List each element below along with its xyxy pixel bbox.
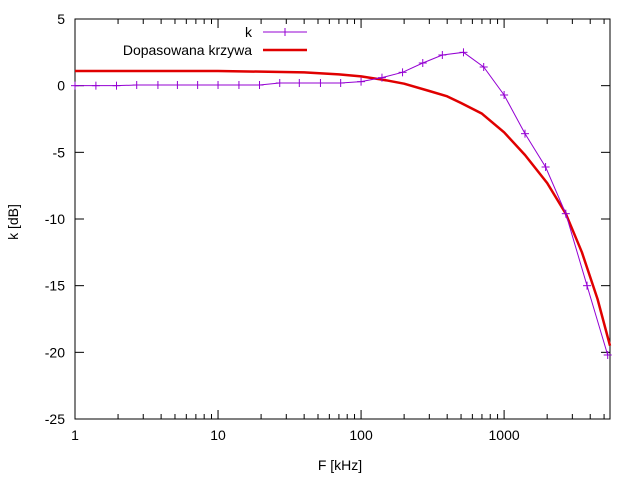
data-point-k: [479, 63, 488, 71]
data-point-k: [561, 209, 570, 218]
data-point-k: [132, 81, 141, 89]
series-layer: [71, 48, 612, 359]
x-tick-label: 100: [349, 427, 373, 443]
legend-label-k: k: [245, 24, 253, 40]
y-tick-label: -10: [45, 211, 65, 227]
x-tick-label: 10: [210, 427, 226, 443]
data-point-k: [234, 81, 243, 89]
data-point-k: [357, 77, 366, 86]
data-point-k: [316, 79, 325, 87]
y-tick-label: -5: [53, 144, 66, 160]
data-point-k: [71, 81, 79, 90]
y-tick-label: 5: [57, 11, 65, 27]
data-point-k: [500, 91, 509, 99]
data-point-k: [398, 68, 407, 77]
data-point-k: [603, 351, 612, 359]
y-axis-label: k [dB]: [5, 204, 21, 240]
data-point-k: [377, 73, 386, 82]
y-tick-label: -15: [45, 278, 65, 294]
data-point-k: [112, 81, 121, 90]
series-line-dopasowana-krzywa: [75, 69, 612, 346]
data-point-k: [541, 163, 550, 171]
data-point-k: [193, 81, 202, 89]
data-point-k: [438, 51, 447, 59]
plot-frame: [74, 18, 611, 420]
ticks: [74, 18, 610, 420]
data-point-k: [275, 79, 284, 87]
data-point-k: [295, 79, 304, 87]
x-tick-label: 1: [71, 427, 79, 443]
data-point-k: [153, 81, 162, 89]
y-tick-label: -25: [45, 411, 65, 427]
data-point-k: [459, 48, 468, 57]
series-line-k: [75, 51, 609, 356]
y-tick-label: -20: [45, 344, 65, 360]
data-point-k: [173, 81, 182, 89]
legend-label-dopasowana-krzywa: Dopasowana krzywa: [123, 42, 252, 58]
data-point-k: [583, 281, 592, 290]
y-tick-label: 0: [57, 78, 65, 94]
data-point-k: [91, 81, 100, 90]
legend: k Dopasowana krzywa: [123, 24, 307, 58]
data-point-k: [521, 129, 530, 138]
x-axis-label: F [kHz]: [318, 457, 362, 473]
x-tick-label: 1000: [489, 427, 520, 443]
data-point-k: [336, 79, 345, 87]
data-point-k: [418, 59, 427, 67]
data-point-k: [214, 81, 223, 89]
data-point-k: [255, 81, 264, 89]
tick-labels: 1 10 100 1000 5 0 -5 -10 -15 -20 -25: [45, 11, 520, 443]
legend-marker-k: [281, 28, 289, 36]
